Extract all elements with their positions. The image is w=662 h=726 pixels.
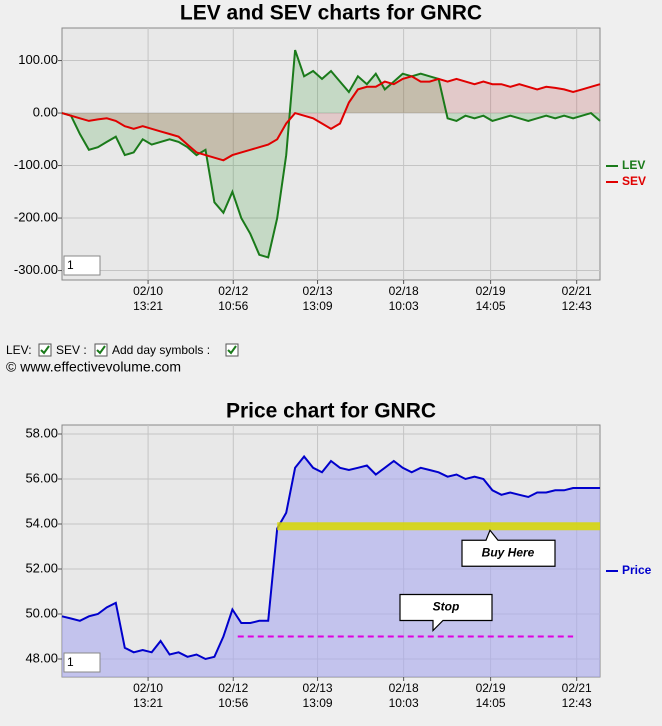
y-tick-label: 54.00 (25, 515, 58, 530)
x-tick-label-line: 14:05 (476, 299, 506, 313)
x-tick-label-line: 13:09 (303, 696, 333, 710)
x-tick-label-line: 12:43 (562, 299, 592, 313)
x-tick-label-line: 10:03 (389, 696, 419, 710)
y-tick-label: 48.00 (25, 650, 58, 665)
x-tick-label-line: 02/12 (218, 284, 248, 298)
x-tick-label: 02/13 13:09 (303, 284, 333, 313)
y-tick-label: 52.00 (25, 560, 58, 575)
x-tick-label-line: 12:43 (562, 696, 592, 710)
y-tick-label: -300.00 (14, 262, 58, 277)
x-tick-label: 02/18 10:03 (389, 681, 419, 710)
callout-label: Buy Here (482, 545, 535, 559)
x-tick-label: 02/18 10:03 (389, 284, 419, 313)
zoom-input-value: 1 (67, 655, 74, 669)
x-tick-label-line: 14:05 (476, 696, 506, 710)
x-tick-label: 02/21 12:43 (562, 284, 592, 313)
x-tick-label-line: 10:56 (218, 696, 248, 710)
zoom-input-value: 1 (67, 258, 74, 272)
x-tick-label-line: 02/18 (389, 681, 419, 695)
x-tick-label-line: 02/19 (476, 681, 506, 695)
symbols-label: Add day symbols : (112, 343, 210, 357)
x-tick-label-line: 02/13 (303, 681, 333, 695)
y-tick-label: -200.00 (14, 209, 58, 224)
y-tick-label: -100.00 (14, 157, 58, 172)
x-tick-label-line: 02/10 (133, 284, 163, 298)
zoom-input[interactable] (63, 255, 101, 276)
lev-label: LEV: (6, 343, 32, 357)
x-tick-label-line: 10:03 (389, 299, 419, 313)
buy-level (277, 522, 600, 531)
x-tick-label: 02/10 13:21 (133, 284, 163, 313)
line (61, 454, 600, 661)
y-tick-label: 58.00 (25, 425, 58, 440)
plot-area (61, 27, 601, 281)
chart-title: Price chart for GNRC (226, 400, 436, 423)
x-tick-label: 02/19 14:05 (476, 681, 506, 710)
x-tick-label: 02/12 10:56 (218, 284, 248, 313)
line (61, 75, 601, 162)
x-tick-label: 02/19 14:05 (476, 284, 506, 313)
legend-label: SEV (622, 174, 646, 188)
callout (461, 529, 556, 567)
line (61, 49, 601, 259)
check (227, 345, 237, 355)
sev-label: SEV : (56, 343, 87, 357)
x-tick-label-line: 02/21 (562, 284, 592, 298)
y-tick-label: 100.00 (18, 52, 58, 67)
x-tick-label: 02/13 13:09 (303, 681, 333, 710)
x-tick-label-line: 02/12 (218, 681, 248, 695)
x-tick-label: 02/21 12:43 (562, 681, 592, 710)
chart-title: LEV and SEV charts for GNRC (180, 2, 482, 25)
check (96, 345, 106, 355)
check (40, 345, 50, 355)
callout-label: Stop (433, 600, 460, 614)
controls: LEV: SEV : Add day symbols : © www.effec… (6, 343, 239, 375)
area (62, 456, 600, 677)
x-tick-label-line: 10:56 (218, 299, 248, 313)
area (62, 76, 600, 161)
area (62, 50, 600, 258)
x-tick-label-line: 02/10 (133, 681, 163, 695)
x-tick-label-line: 02/21 (562, 681, 592, 695)
x-tick-label-line: 13:21 (133, 696, 163, 710)
y-tick-label: 50.00 (25, 605, 58, 620)
x-tick-label: 02/10 13:21 (133, 681, 163, 710)
legend-label: Price (622, 563, 652, 577)
x-tick-label-line: 02/13 (303, 284, 333, 298)
x-tick-label-line: 13:09 (303, 299, 333, 313)
x-tick-label-line: 02/19 (476, 284, 506, 298)
x-tick-label: 02/12 10:56 (218, 681, 248, 710)
zoom-input[interactable] (63, 652, 101, 673)
callout (399, 593, 493, 632)
y-tick-label: 0.00 (33, 104, 58, 119)
y-tick-label: 56.00 (25, 470, 58, 485)
copyright: © www.effectivevolume.com (6, 359, 181, 375)
x-tick-label-line: 02/18 (389, 284, 419, 298)
x-tick-label-line: 13:21 (133, 299, 163, 313)
legend-label: LEV (622, 158, 645, 172)
